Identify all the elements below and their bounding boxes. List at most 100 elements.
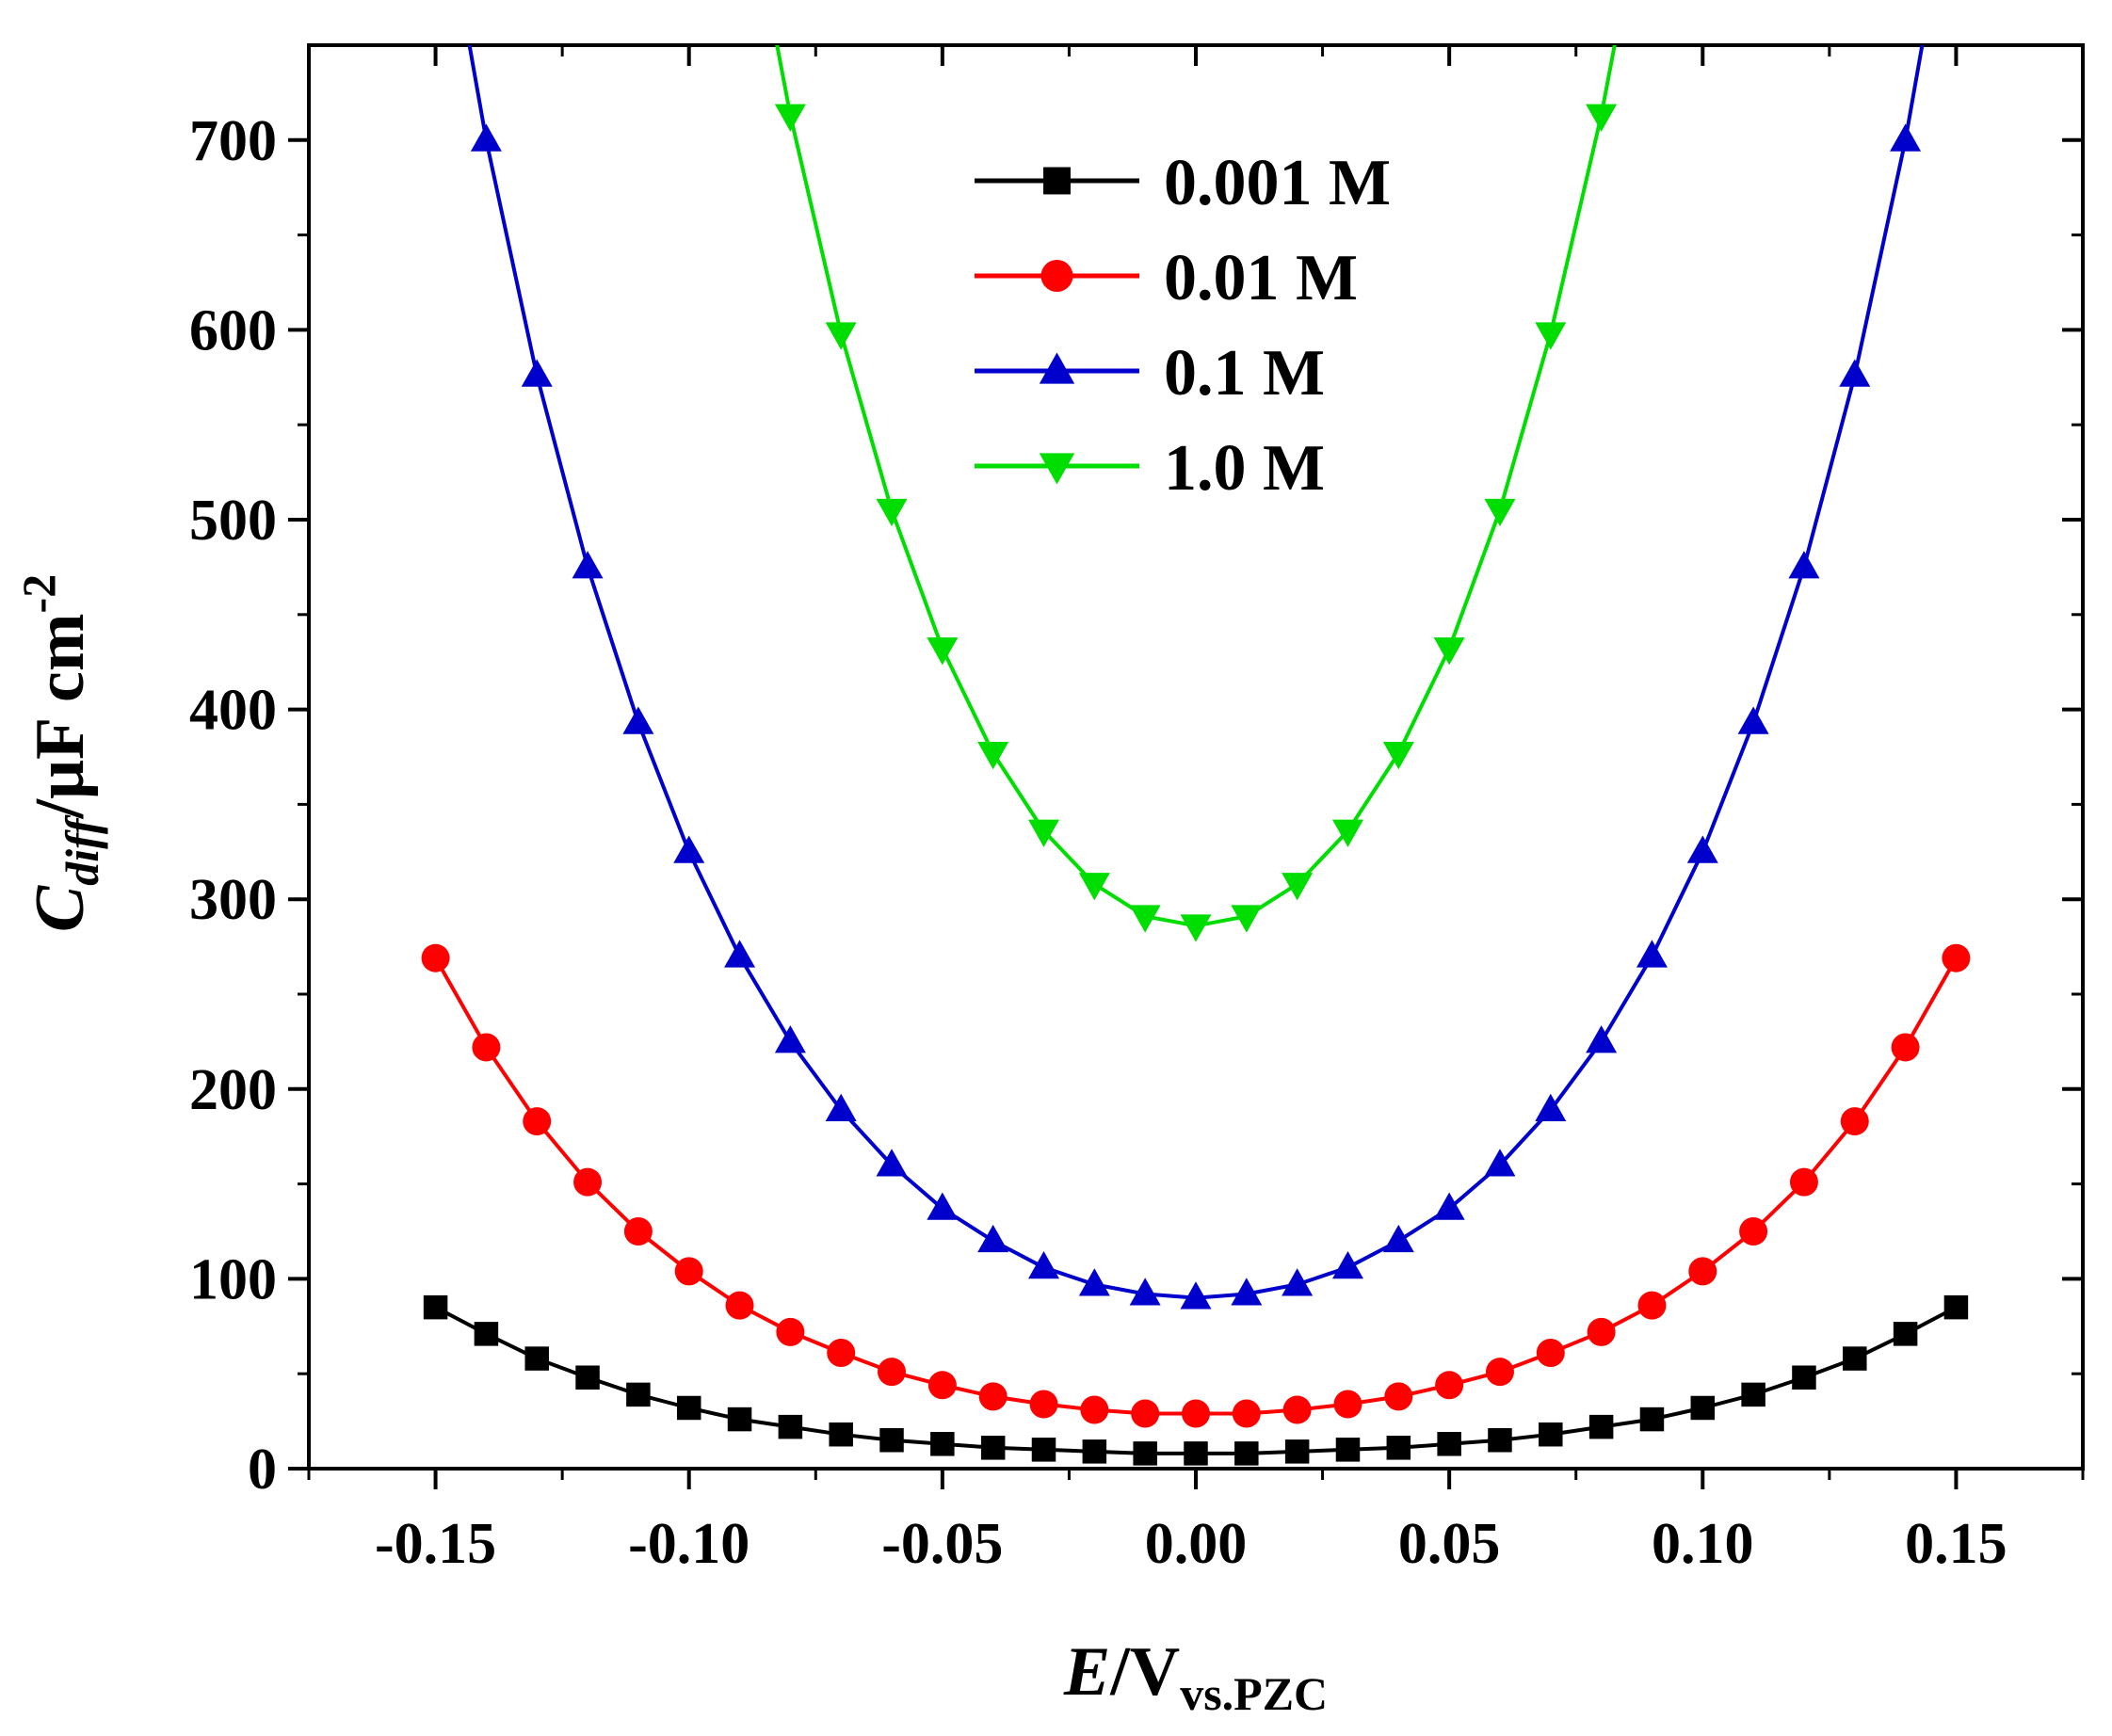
data-point xyxy=(1028,819,1060,847)
series-1-0-M xyxy=(774,45,1618,942)
data-point xyxy=(876,1149,908,1177)
data-point xyxy=(524,1346,549,1371)
data-point xyxy=(1331,819,1363,847)
x-axis-title: E/Vvs.PZC xyxy=(1063,1633,1328,1720)
y-tick-label: 300 xyxy=(189,868,277,932)
data-point xyxy=(1234,1441,1259,1466)
data-point xyxy=(1331,1251,1363,1279)
data-point xyxy=(1588,1414,1614,1439)
data-point xyxy=(1686,835,1718,863)
data-point xyxy=(977,741,1009,770)
x-tick-label: -0.10 xyxy=(628,1512,750,1576)
y-tick-label: 400 xyxy=(189,679,277,743)
y-tick-label: 0 xyxy=(248,1438,277,1502)
x-axis-title-unit: /V xyxy=(1109,1633,1180,1711)
y-axis-title-superscript: -2 xyxy=(12,574,65,614)
data-point xyxy=(1282,873,1314,901)
data-point xyxy=(1840,1107,1869,1136)
data-point xyxy=(1788,551,1820,579)
data-point xyxy=(1792,1365,1816,1390)
data-point xyxy=(1386,1436,1411,1460)
data-point xyxy=(778,1414,803,1439)
y-tick-label: 200 xyxy=(189,1058,277,1122)
data-point xyxy=(1843,1346,1867,1371)
data-point xyxy=(1536,1339,1565,1368)
data-point xyxy=(725,1291,754,1320)
data-point xyxy=(1078,1268,1110,1296)
data-point xyxy=(1078,873,1110,901)
data-point xyxy=(1133,1441,1157,1466)
data-point xyxy=(1384,1382,1413,1411)
data-point xyxy=(1637,1291,1667,1320)
series-line xyxy=(433,956,1959,1416)
data-point xyxy=(774,104,806,132)
legend-marker xyxy=(1043,167,1071,195)
data-point xyxy=(1282,1395,1312,1424)
data-point xyxy=(572,551,604,579)
data-point xyxy=(930,1432,955,1456)
data-point xyxy=(1942,943,1971,972)
legend-item: 0.1 M xyxy=(975,337,1325,410)
data-point xyxy=(622,706,654,734)
legend-label: 0.01 M xyxy=(1164,242,1358,314)
data-point xyxy=(727,1406,752,1432)
legend-marker xyxy=(1039,453,1075,485)
x-axis-title-symbol: E xyxy=(1063,1633,1110,1711)
series-line xyxy=(434,1305,1958,1455)
data-point xyxy=(1284,1439,1310,1464)
data-point xyxy=(423,1294,448,1320)
data-point xyxy=(1741,1382,1765,1407)
series-0-01-M xyxy=(421,943,1971,1428)
data-point xyxy=(674,1257,703,1286)
y-axis-title: Cdiff/μF cm-2 xyxy=(12,574,108,932)
data-point xyxy=(927,1371,957,1400)
x-tick-label: 0.10 xyxy=(1652,1512,1754,1576)
data-point xyxy=(829,1422,853,1447)
data-point xyxy=(1636,940,1668,968)
data-point xyxy=(978,1382,1008,1411)
data-point xyxy=(573,1167,603,1197)
data-point xyxy=(1839,359,1871,387)
data-point xyxy=(1433,1192,1465,1220)
data-point xyxy=(878,1358,907,1387)
y-axis-ticks: 0 100 200 300 400 500 600 700 xyxy=(189,109,2083,1502)
y-axis-title-symbol: C xyxy=(22,884,99,932)
data-point xyxy=(474,1322,499,1346)
data-point xyxy=(1180,1281,1212,1310)
data-point xyxy=(879,1428,904,1453)
data-point xyxy=(1639,1406,1665,1432)
data-point xyxy=(927,1192,959,1220)
data-point xyxy=(1028,1251,1060,1279)
data-point xyxy=(1586,104,1618,132)
data-point xyxy=(1484,1149,1516,1177)
x-tick-label: 0.15 xyxy=(1905,1512,2007,1576)
x-tick-label: -0.05 xyxy=(881,1512,1003,1576)
data-point xyxy=(673,835,705,863)
data-point xyxy=(1488,1428,1512,1453)
x-tick-label: -0.15 xyxy=(375,1512,496,1576)
legend-item: 0.001 M xyxy=(975,147,1391,219)
data-point xyxy=(1029,1390,1058,1419)
data-point xyxy=(1535,1093,1567,1121)
data-point xyxy=(1943,1294,1969,1320)
data-point xyxy=(825,1093,857,1121)
data-point xyxy=(1129,1278,1161,1306)
y-tick-label: 700 xyxy=(189,109,277,173)
data-point xyxy=(1080,1395,1109,1424)
data-point xyxy=(1891,1033,1920,1062)
data-point xyxy=(523,1107,552,1136)
data-point xyxy=(1435,1371,1464,1400)
legend-item: 0.01 M xyxy=(975,242,1358,314)
data-point xyxy=(1690,1395,1716,1421)
data-point xyxy=(1587,1317,1616,1346)
data-point xyxy=(1335,1438,1361,1462)
data-point xyxy=(1484,498,1516,527)
x-tick-label: 0.00 xyxy=(1145,1512,1248,1576)
y-tick-label: 600 xyxy=(189,298,277,362)
data-point xyxy=(1688,1257,1717,1286)
data-point xyxy=(575,1365,600,1390)
data-point xyxy=(1535,322,1567,350)
data-point xyxy=(676,1395,701,1421)
data-point xyxy=(724,940,756,968)
